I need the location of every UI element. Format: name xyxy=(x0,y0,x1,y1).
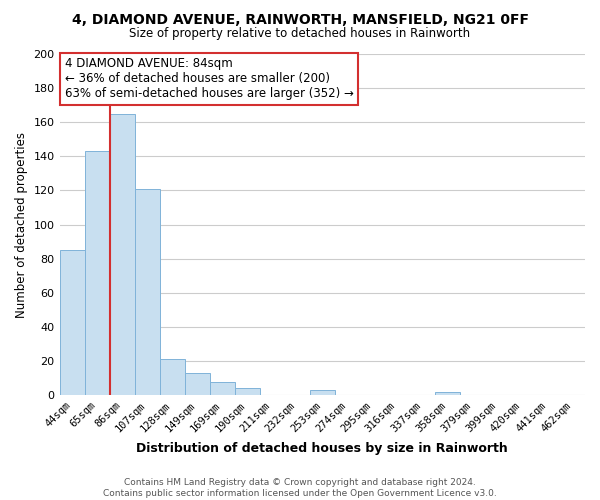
Bar xyxy=(85,151,110,395)
Bar xyxy=(435,392,460,395)
Bar xyxy=(134,189,160,395)
X-axis label: Distribution of detached houses by size in Rainworth: Distribution of detached houses by size … xyxy=(136,442,508,455)
Y-axis label: Number of detached properties: Number of detached properties xyxy=(15,132,28,318)
Text: 4, DIAMOND AVENUE, RAINWORTH, MANSFIELD, NG21 0FF: 4, DIAMOND AVENUE, RAINWORTH, MANSFIELD,… xyxy=(71,12,529,26)
Text: Size of property relative to detached houses in Rainworth: Size of property relative to detached ho… xyxy=(130,28,470,40)
Bar xyxy=(310,390,335,395)
Text: Contains HM Land Registry data © Crown copyright and database right 2024.
Contai: Contains HM Land Registry data © Crown c… xyxy=(103,478,497,498)
Bar xyxy=(209,382,235,395)
Bar xyxy=(110,114,134,395)
Bar xyxy=(160,360,185,395)
Bar xyxy=(59,250,85,395)
Text: 4 DIAMOND AVENUE: 84sqm
← 36% of detached houses are smaller (200)
63% of semi-d: 4 DIAMOND AVENUE: 84sqm ← 36% of detache… xyxy=(65,58,353,100)
Bar xyxy=(235,388,260,395)
Bar xyxy=(185,373,209,395)
